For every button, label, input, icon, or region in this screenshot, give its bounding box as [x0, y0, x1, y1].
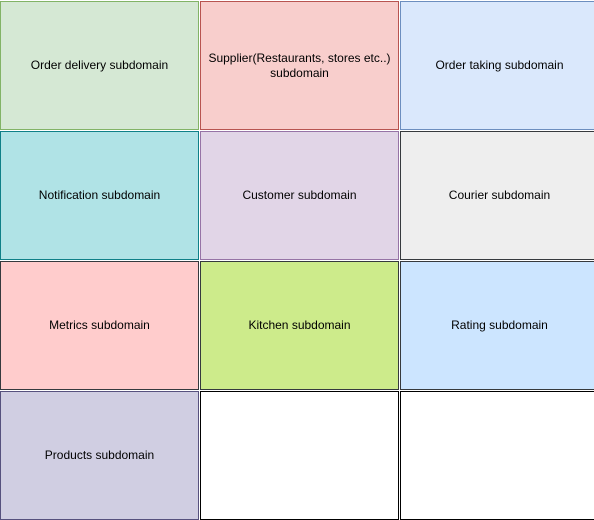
- supplier-subdomain-label: Supplier(Restaurants, stores etc..) subd…: [208, 50, 391, 80]
- kitchen-subdomain-box[interactable]: Kitchen subdomain: [200, 261, 399, 390]
- metrics-subdomain-label: Metrics subdomain: [49, 318, 150, 332]
- courier-subdomain-label: Courier subdomain: [448, 188, 551, 202]
- order-delivery-subdomain-box[interactable]: Order delivery subdomain: [0, 1, 199, 130]
- empty-box-middle[interactable]: [200, 391, 399, 520]
- products-subdomain-box[interactable]: Products subdomain: [0, 391, 199, 520]
- kitchen-subdomain-label: Kitchen subdomain: [248, 318, 351, 332]
- order-taking-subdomain-label: Order taking subdomain: [435, 58, 564, 72]
- rating-subdomain-label: Rating subdomain: [451, 318, 548, 332]
- courier-subdomain-box[interactable]: Courier subdomain: [400, 131, 594, 260]
- notification-subdomain-box[interactable]: Notification subdomain: [0, 131, 199, 260]
- order-delivery-subdomain-label: Order delivery subdomain: [30, 58, 169, 72]
- order-taking-subdomain-box[interactable]: Order taking subdomain: [400, 1, 594, 130]
- customer-subdomain-label: Customer subdomain: [242, 188, 357, 202]
- empty-box-right[interactable]: [400, 391, 594, 520]
- rating-subdomain-box[interactable]: Rating subdomain: [400, 261, 594, 390]
- metrics-subdomain-box[interactable]: Metrics subdomain: [0, 261, 199, 390]
- supplier-subdomain-box[interactable]: Supplier(Restaurants, stores etc..) subd…: [200, 1, 399, 130]
- products-subdomain-label: Products subdomain: [44, 448, 155, 462]
- customer-subdomain-box[interactable]: Customer subdomain: [200, 131, 399, 260]
- notification-subdomain-label: Notification subdomain: [38, 188, 161, 202]
